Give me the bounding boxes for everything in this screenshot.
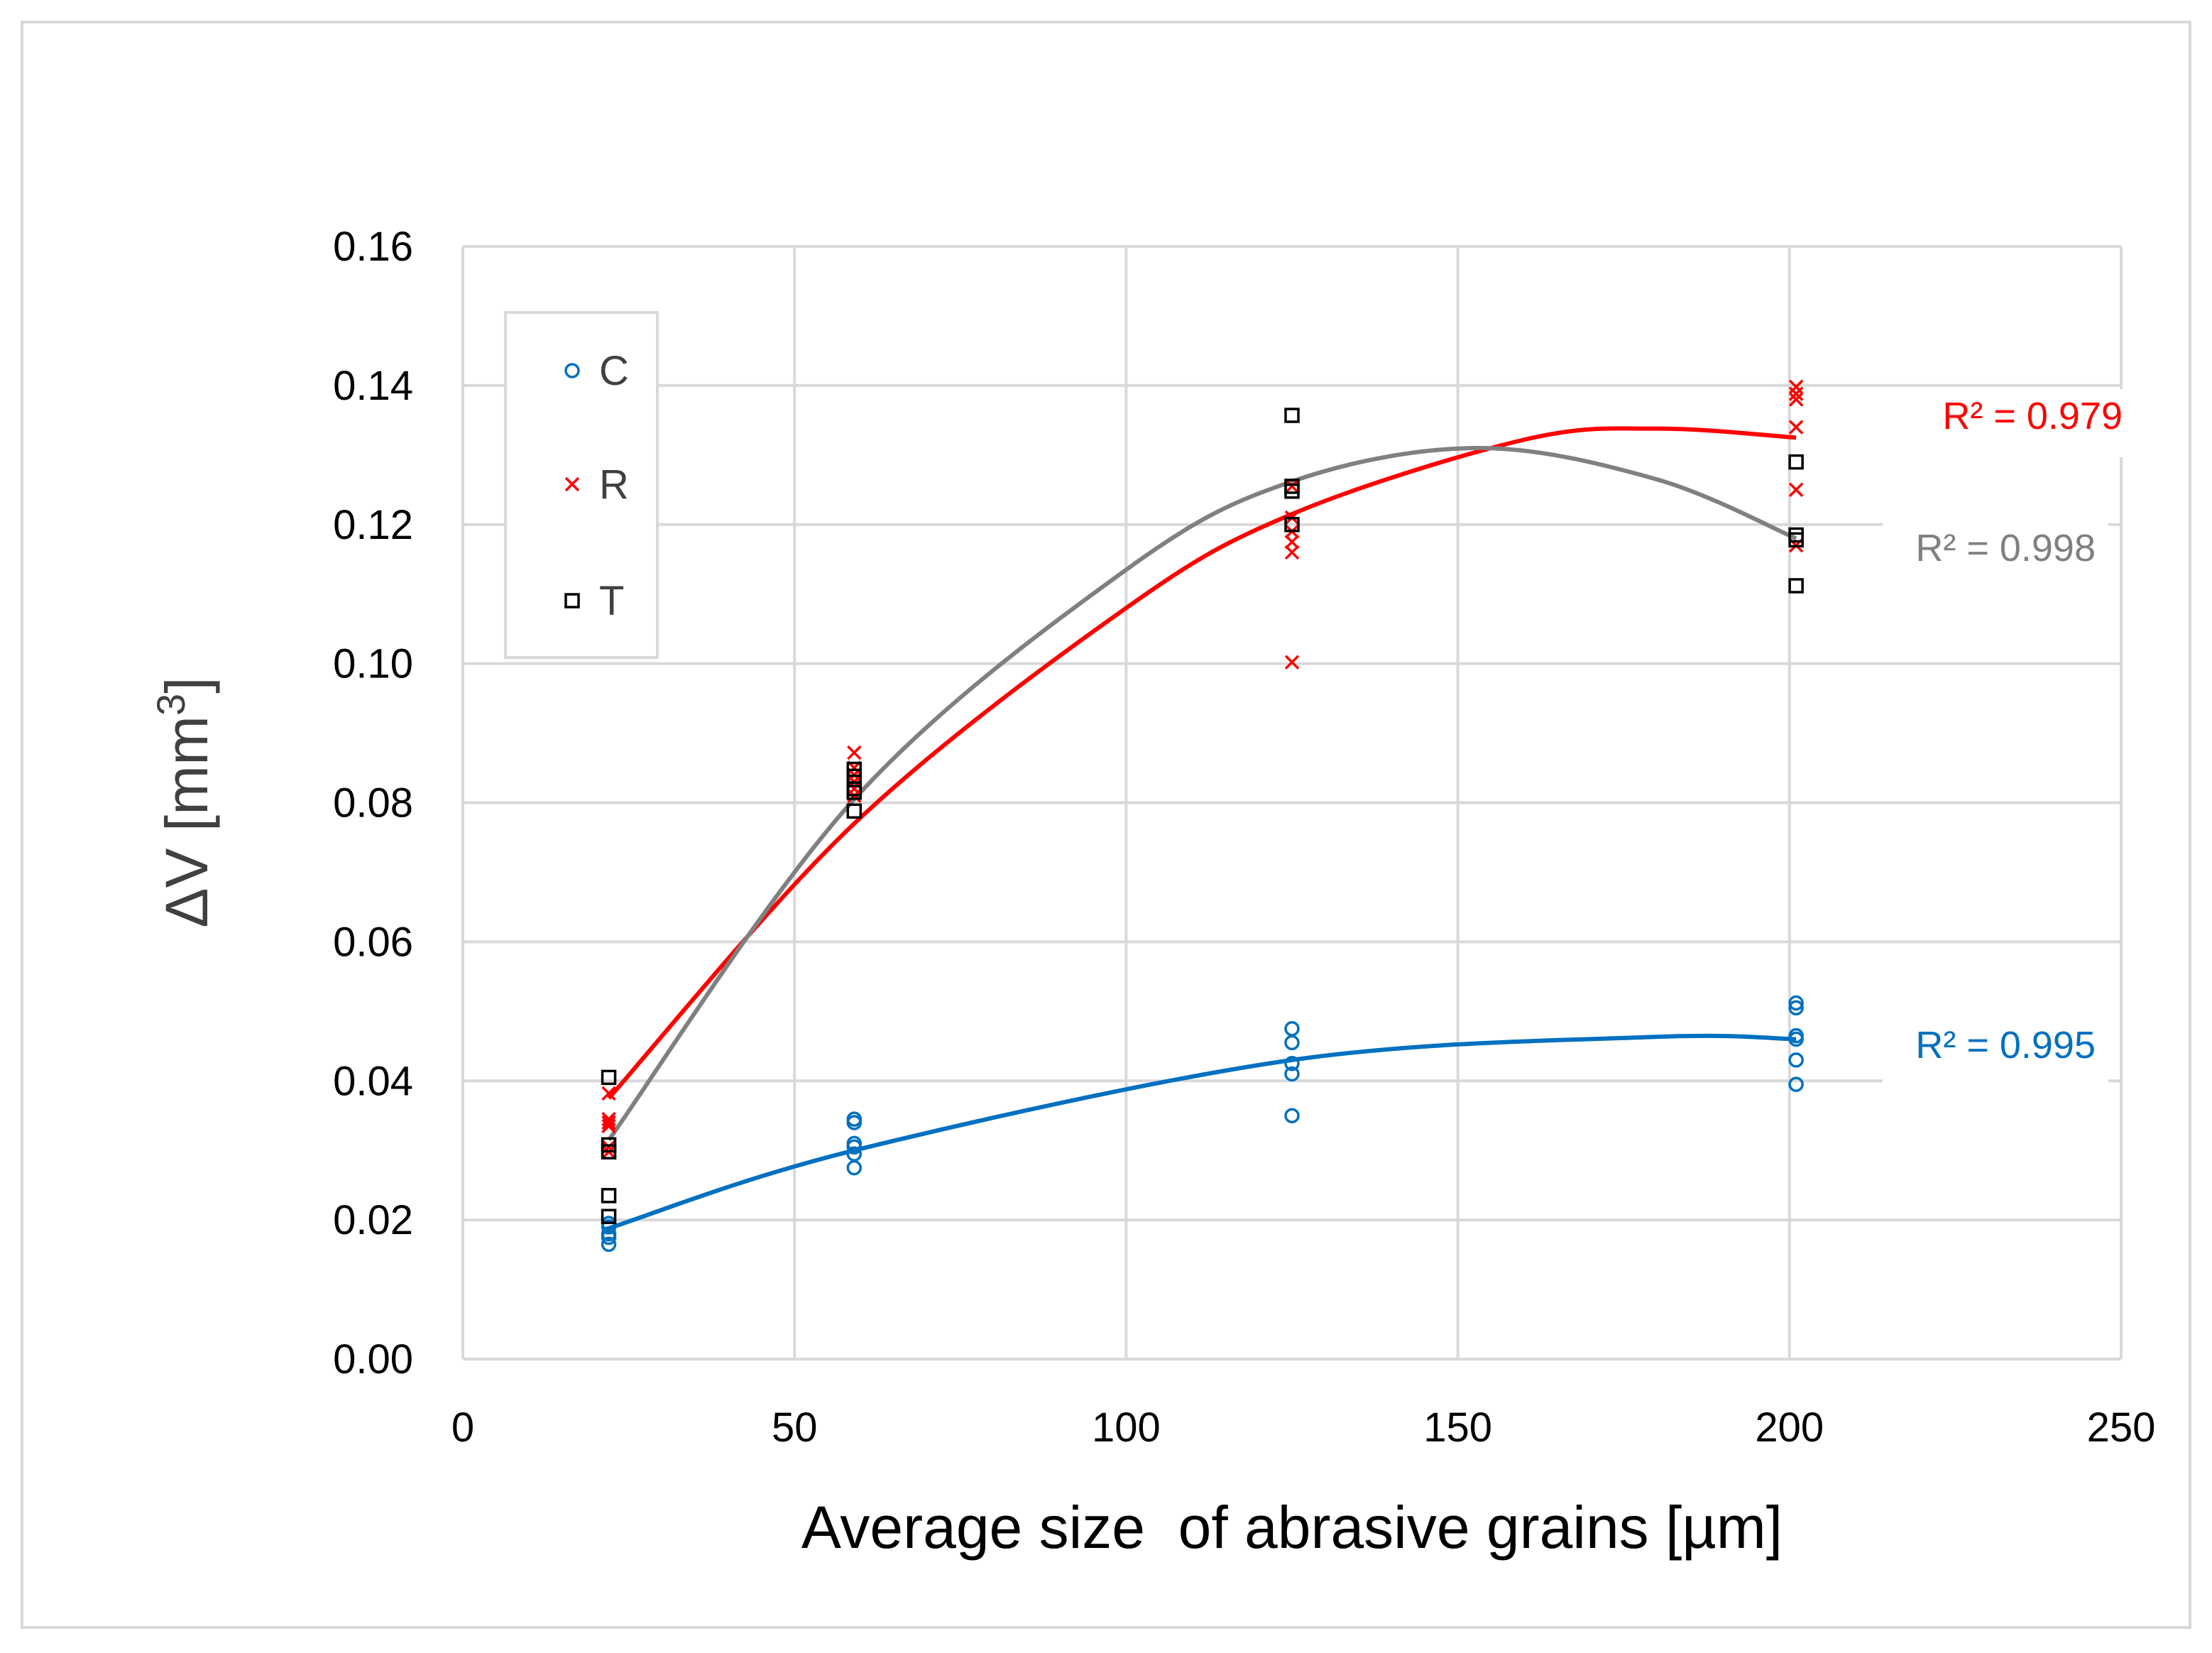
legend-marker-t — [564, 593, 580, 609]
point-c — [846, 1135, 863, 1152]
point-t — [1788, 454, 1804, 470]
y-tick-label: 0.06 — [333, 919, 413, 965]
point-c — [1788, 1000, 1804, 1016]
point-c — [601, 1226, 617, 1242]
x-tick-label: 50 — [772, 1404, 818, 1451]
point-t — [846, 761, 863, 778]
legend-label-t: T — [599, 578, 624, 624]
point-r — [847, 745, 862, 760]
point-t — [1788, 578, 1804, 594]
point-c — [1284, 1021, 1300, 1037]
y-tick-label: 0.02 — [333, 1197, 413, 1243]
point-r — [601, 1086, 616, 1101]
y-tick-label: 0.04 — [333, 1058, 413, 1104]
y-axis-title-superscript: 3 — [148, 694, 193, 716]
y-axis-title-main: ΔV [mm — [153, 716, 220, 928]
y-tick-label: 0.16 — [333, 224, 413, 270]
grid — [463, 245, 2123, 1359]
point-t — [1284, 408, 1300, 423]
r2-label-background-c — [1883, 1017, 2108, 1085]
point-r — [1284, 534, 1300, 550]
point-r — [1284, 655, 1300, 670]
point-c — [846, 1146, 863, 1162]
point-r — [601, 1111, 616, 1127]
point-t — [1788, 527, 1804, 543]
legend-label-c: C — [599, 348, 629, 394]
point-c — [1284, 1108, 1300, 1123]
point-t — [601, 1069, 617, 1086]
legend-marker-c — [564, 363, 580, 378]
r2-label-r: R² = 0.979 — [1942, 395, 2123, 437]
r-squared-labels: R² = 0.979 R² = 0.998 R² = 0.995 — [1883, 389, 2123, 1085]
point-t — [846, 803, 863, 819]
trendline-r — [607, 426, 1797, 1100]
y-tick-label: 0.12 — [333, 502, 413, 548]
point-c — [1788, 1027, 1804, 1044]
point-r — [1788, 392, 1804, 407]
data-points — [601, 379, 1804, 1253]
chart-border — [21, 21, 2191, 1629]
x-axis-title: Average size of abrasive grains [µm] — [801, 1494, 1783, 1561]
legend: C R T — [504, 311, 659, 659]
r2-label-background-r — [1890, 389, 2123, 457]
point-r — [1284, 545, 1300, 560]
y-axis-title-close: ] — [153, 677, 220, 693]
legend-box — [504, 311, 659, 659]
point-c — [846, 1111, 863, 1127]
point-c — [1788, 995, 1804, 1011]
r2-label-c: R² = 0.995 — [1915, 1024, 2096, 1066]
point-r — [1788, 379, 1804, 395]
point-r — [1284, 479, 1300, 494]
x-tick-label: 0 — [451, 1404, 474, 1451]
y-tick-label: 0.10 — [333, 641, 413, 687]
x-tick-label: 100 — [1092, 1404, 1161, 1451]
trendlines — [607, 426, 1797, 1231]
x-tick-label: 150 — [1423, 1404, 1492, 1451]
point-r — [601, 1115, 616, 1130]
r2-label-background-t — [1883, 520, 2108, 591]
point-c — [1788, 1052, 1804, 1068]
point-c — [1284, 1066, 1300, 1082]
x-tick-label: 200 — [1755, 1404, 1824, 1451]
y-tick-label: 0.00 — [333, 1336, 413, 1382]
legend-marker-r — [564, 476, 580, 492]
point-t — [1284, 517, 1300, 533]
legend-label-r: R — [599, 462, 629, 508]
point-t — [601, 1209, 617, 1224]
trendline-c — [608, 1033, 1797, 1231]
point-t — [601, 1188, 617, 1204]
point-r — [1788, 420, 1804, 435]
point-t — [1284, 479, 1300, 494]
point-r — [1788, 482, 1804, 498]
x-tick-label: 250 — [2087, 1404, 2156, 1451]
point-c — [601, 1236, 617, 1253]
r2-label-t: R² = 0.998 — [1915, 527, 2096, 569]
y-tick-label: 0.08 — [333, 780, 413, 826]
trendline-t — [607, 446, 1797, 1142]
y-axis-title: ΔV [mm3] — [148, 677, 220, 927]
axes: 0.00 0.02 0.04 0.06 0.08 0.10 0.12 0.14 0.16 0 50 1… — [333, 224, 2155, 1451]
point-t — [601, 1137, 617, 1153]
y-tick-label: 0.14 — [333, 363, 413, 409]
point-c — [1284, 1056, 1300, 1071]
point-c — [1788, 1076, 1804, 1092]
